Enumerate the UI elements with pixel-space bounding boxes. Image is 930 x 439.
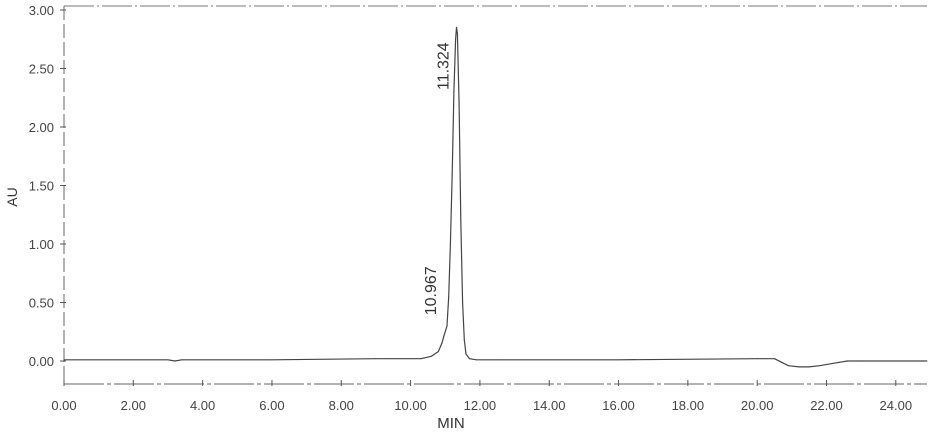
data-point: [808, 366, 810, 368]
y-tick-label: 1.00: [29, 237, 54, 252]
peak-label: 10.967: [423, 266, 440, 315]
x-tick-label: 18.00: [672, 398, 705, 413]
data-point: [375, 358, 377, 360]
data-point: [460, 220, 462, 222]
data-point: [174, 360, 176, 362]
data-point: [468, 358, 471, 360]
data-point: [167, 359, 169, 361]
data-point: [63, 359, 65, 361]
y-tick-label: 3.00: [29, 3, 54, 18]
data-point: [451, 173, 453, 175]
y-tick-label: 0.00: [29, 354, 54, 369]
data-point: [780, 361, 783, 363]
x-tick-label: 20.00: [741, 398, 774, 413]
y-tick-label: 2.50: [29, 62, 54, 77]
x-tick-label: 6.00: [259, 398, 284, 413]
data-point: [617, 359, 620, 361]
data-point: [448, 296, 450, 298]
data-point: [496, 359, 498, 361]
data-point: [271, 359, 273, 361]
data-point: [437, 351, 439, 353]
x-tick-label: 10.00: [394, 398, 427, 413]
data-point: [420, 358, 422, 360]
data-point: [443, 334, 445, 336]
x-tick-label: 24.00: [880, 398, 913, 413]
x-axis-label: MIN: [437, 415, 465, 432]
x-tick-label: 0.00: [51, 398, 76, 413]
data-point: [446, 325, 448, 327]
data-point: [832, 362, 835, 364]
data-point: [846, 360, 848, 362]
x-tick-label: 22.00: [810, 398, 843, 413]
x-tick-label: 2.00: [121, 398, 146, 413]
data-point: [773, 358, 776, 360]
data-point: [455, 26, 458, 29]
data-point: [463, 339, 465, 341]
data-point: [787, 365, 790, 367]
data-point: [441, 342, 443, 344]
peak-label: 11.324: [435, 42, 452, 90]
data-point: [926, 360, 928, 362]
x-tick-label: 14.00: [533, 398, 566, 413]
x-tick-label: 8.00: [329, 398, 354, 413]
data-point: [455, 38, 457, 40]
data-point: [860, 360, 862, 362]
annotation-layer: 11.324 10.967: [423, 42, 452, 315]
x-tick-label: 12.00: [464, 398, 497, 413]
data-point: [453, 91, 455, 93]
data-point: [819, 365, 821, 367]
chromatogram-trace: [64, 26, 927, 368]
y-tick-label: 1.50: [29, 179, 54, 194]
data-point: [465, 353, 467, 355]
axes-layer: [63, 5, 927, 385]
y-tick-label: 2.00: [29, 120, 54, 135]
data-point: [475, 359, 477, 361]
x-tick-label: 4.00: [190, 398, 215, 413]
data-point: [449, 243, 451, 245]
data-point: [181, 359, 183, 361]
data-point: [798, 366, 800, 368]
x-tick-label: 16.00: [602, 398, 635, 413]
data-point: [458, 103, 460, 105]
y-axis-label: AU: [4, 187, 20, 206]
ticks-layer: 0.00 0.50 1.00 1.50 2.00 2.50 3.00 0.00 2.00 4.00…: [29, 3, 912, 413]
data-point: [430, 355, 432, 357]
data-point: [462, 301, 464, 304]
y-tick-label: 0.50: [29, 296, 54, 311]
data-point: [456, 32, 458, 35]
series-layer: [63, 26, 928, 368]
data-point: [756, 358, 758, 360]
